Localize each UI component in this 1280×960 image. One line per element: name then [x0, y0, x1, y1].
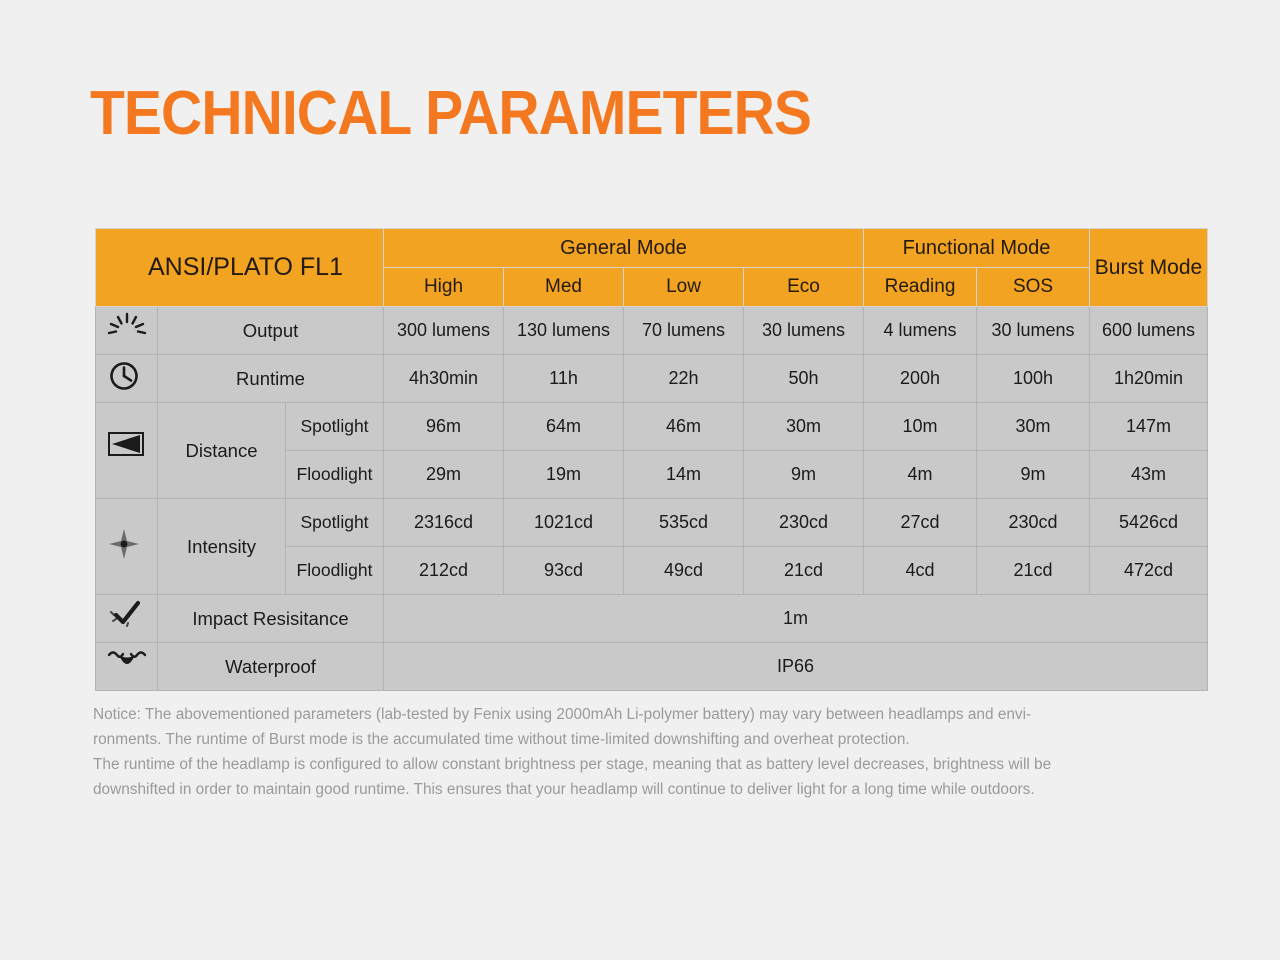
cell-output-reading: 4 lumens — [863, 306, 977, 355]
cell-distance-spotlight-burst: 147m — [1089, 402, 1208, 451]
cell-distance-floodlight-high: 29m — [383, 450, 504, 499]
notice-line-3: The runtime of the headlamp is configure… — [93, 756, 1052, 773]
waterdrop-icon — [107, 647, 147, 681]
cell-output-burst: 600 lumens — [1089, 306, 1208, 355]
cell-runtime-low: 22h — [623, 354, 744, 403]
sunburst-icon-cell — [95, 306, 158, 355]
row-label-impact-resistance: Impact Resisitance — [157, 594, 384, 643]
cell-intensity-floodlight-eco: 21cd — [743, 546, 864, 595]
sparkle-icon — [107, 527, 147, 561]
cell-intensity-floodlight-burst: 472cd — [1089, 546, 1208, 595]
cell-intensity-floodlight-high: 212cd — [383, 546, 504, 595]
table-header-group-row: ANSI/PLATO FL1 General Mode Functional M… — [95, 228, 1208, 307]
cell-output-sos: 30 lumens — [976, 306, 1090, 355]
table-row-intensity-floodlight: Floodlight 212cd 93cd 49cd 21cd 4cd 21cd… — [96, 546, 1208, 595]
cell-intensity-floodlight-reading: 4cd — [863, 546, 977, 595]
cell-runtime-burst: 1h20min — [1089, 354, 1208, 403]
header-ansi-plato-fl1: ANSI/PLATO FL1 — [95, 228, 384, 307]
table-row-distance-spotlight: Distance Spotlight 96m 64m 46m 30m 10m 3… — [95, 402, 1208, 499]
clock-icon-cell — [95, 354, 158, 403]
table-row-runtime: Runtime 4h30min 11h 22h 50h 200h 100h 1h… — [95, 354, 1208, 403]
clock-icon — [107, 359, 147, 393]
waterdrop-icon-cell — [95, 642, 158, 691]
cell-output-low: 70 lumens — [623, 306, 744, 355]
technical-parameters-table: ANSI/PLATO FL1 General Mode Functional M… — [95, 228, 1208, 691]
cell-intensity-spotlight-low: 535cd — [623, 498, 744, 547]
header-mode-high: High — [383, 267, 504, 307]
cell-distance-spotlight-high: 96m — [383, 402, 504, 451]
notice-line-4: downshifted in order to maintain good ru… — [93, 781, 1035, 798]
cell-distance-floodlight-burst: 43m — [1089, 450, 1208, 499]
cell-distance-spotlight-low: 46m — [623, 402, 744, 451]
header-general-mode: General Mode — [383, 228, 864, 268]
row-label-distance: Distance — [157, 402, 286, 499]
cell-intensity-spotlight-high: 2316cd — [383, 498, 504, 547]
cell-runtime-high: 4h30min — [383, 354, 504, 403]
notice-line-1: Notice: The abovementioned parameters (l… — [93, 706, 1032, 723]
cell-waterproof-value: IP66 — [383, 642, 1208, 691]
cell-intensity-spotlight-med: 1021cd — [503, 498, 624, 547]
impact-check-icon-cell — [95, 594, 158, 643]
table-row-waterproof: Waterproof IP66 — [95, 642, 1208, 691]
impact-check-icon — [107, 599, 147, 633]
sublabel-intensity-spotlight: Spotlight — [285, 498, 384, 547]
cell-output-high: 300 lumens — [383, 306, 504, 355]
cell-distance-spotlight-eco: 30m — [743, 402, 864, 451]
page-title: TECHNICAL PARAMETERS — [90, 79, 812, 148]
table-header-mode-row: High Med Low Eco Reading SOS — [96, 267, 1208, 307]
header-mode-eco: Eco — [743, 267, 864, 307]
cell-intensity-spotlight-burst: 5426cd — [1089, 498, 1208, 547]
cell-intensity-spotlight-sos: 230cd — [976, 498, 1090, 547]
cell-distance-spotlight-reading: 10m — [863, 402, 977, 451]
header-mode-low: Low — [623, 267, 744, 307]
header-mode-sos: SOS — [976, 267, 1090, 307]
cell-distance-spotlight-sos: 30m — [976, 402, 1090, 451]
cell-distance-floodlight-low: 14m — [623, 450, 744, 499]
cell-runtime-reading: 200h — [863, 354, 977, 403]
cell-intensity-spotlight-reading: 27cd — [863, 498, 977, 547]
table-row-distance-floodlight: Floodlight 29m 19m 14m 9m 4m 9m 43m — [96, 450, 1208, 499]
table-row-intensity-spotlight: Intensity Spotlight 2316cd 1021cd 535cd … — [95, 498, 1208, 595]
cell-impact-resistance-value: 1m — [383, 594, 1208, 643]
cell-intensity-spotlight-eco: 230cd — [743, 498, 864, 547]
table-row-impact-resistance: Impact Resisitance 1m — [95, 594, 1208, 643]
beam-icon-cell — [95, 402, 158, 499]
cell-runtime-med: 11h — [503, 354, 624, 403]
cell-distance-spotlight-med: 64m — [503, 402, 624, 451]
cell-runtime-eco: 50h — [743, 354, 864, 403]
row-label-output: Output — [157, 306, 384, 355]
cell-runtime-sos: 100h — [976, 354, 1090, 403]
sparkle-icon-cell — [95, 498, 158, 595]
beam-icon — [107, 431, 147, 465]
sunburst-icon — [107, 311, 147, 345]
notice-block: Notice: The abovementioned parameters (l… — [93, 702, 1189, 802]
cell-distance-floodlight-reading: 4m — [863, 450, 977, 499]
header-functional-mode: Functional Mode — [863, 228, 1090, 268]
row-label-runtime: Runtime — [157, 354, 384, 403]
sublabel-distance-floodlight: Floodlight — [285, 450, 384, 499]
sublabel-distance-spotlight: Spotlight — [285, 402, 384, 451]
cell-output-med: 130 lumens — [503, 306, 624, 355]
row-label-waterproof: Waterproof — [157, 642, 384, 691]
row-label-intensity: Intensity — [157, 498, 286, 595]
header-burst-mode: Burst Mode — [1089, 228, 1208, 307]
header-mode-reading: Reading — [863, 267, 977, 307]
cell-output-eco: 30 lumens — [743, 306, 864, 355]
spec-table-container: ANSI/PLATO FL1 General Mode Functional M… — [95, 228, 1208, 691]
cell-distance-floodlight-sos: 9m — [976, 450, 1090, 499]
header-mode-med: Med — [503, 267, 624, 307]
table-row-output: Output 300 lumens 130 lumens 70 lumens 3… — [95, 306, 1208, 355]
cell-intensity-floodlight-low: 49cd — [623, 546, 744, 595]
cell-distance-floodlight-eco: 9m — [743, 450, 864, 499]
sublabel-intensity-floodlight: Floodlight — [285, 546, 384, 595]
cell-intensity-floodlight-med: 93cd — [503, 546, 624, 595]
notice-line-2: ronments. The runtime of Burst mode is t… — [93, 731, 910, 748]
cell-intensity-floodlight-sos: 21cd — [976, 546, 1090, 595]
cell-distance-floodlight-med: 19m — [503, 450, 624, 499]
